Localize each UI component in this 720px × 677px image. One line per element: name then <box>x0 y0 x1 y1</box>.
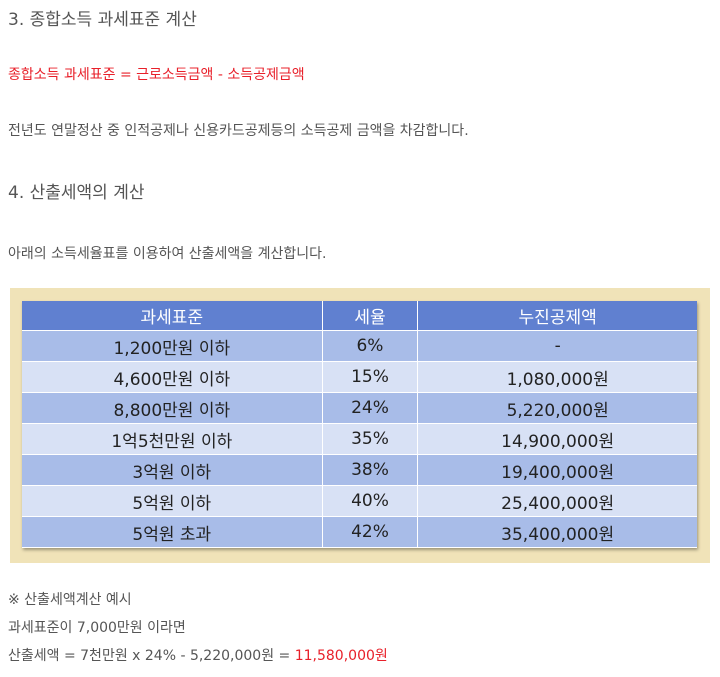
tax-rate-table: 과세표준 세율 누진공제액 1,200만원 이하 6% - 4,600만원 이하… <box>22 301 697 548</box>
cell-deduction: 5,220,000원 <box>418 393 697 424</box>
section4-heading: 4. 산출세액의 계산 <box>8 183 145 203</box>
cell-rate: 38% <box>322 455 419 486</box>
section3-formula: 종합소득 과세표준 = 근로소득금액 - 소득공제금액 <box>8 67 305 83</box>
table-row: 1,200만원 이하 6% - <box>22 331 697 362</box>
example-result: 11,580,000원 <box>294 648 388 664</box>
table-row: 4,600만원 이하 15% 1,080,000원 <box>22 362 697 393</box>
header-deduction: 누진공제액 <box>418 301 697 331</box>
cell-deduction: 25,400,000원 <box>418 486 697 517</box>
table-row: 3억원 이하 38% 19,400,000원 <box>22 455 697 486</box>
cell-rate: 42% <box>322 517 419 548</box>
cell-tax-base: 4,600만원 이하 <box>22 362 323 393</box>
table-header-row: 과세표준 세율 누진공제액 <box>22 301 697 331</box>
cell-tax-base: 1,200만원 이하 <box>22 331 323 362</box>
header-tax-base: 과세표준 <box>22 301 323 331</box>
example-title: ※ 산출세액계산 예시 <box>8 592 132 608</box>
cell-tax-base: 5억원 이하 <box>22 486 323 517</box>
tax-table-frame: 과세표준 세율 누진공제액 1,200만원 이하 6% - 4,600만원 이하… <box>10 288 710 563</box>
cell-deduction: 14,900,000원 <box>418 424 697 455</box>
cell-tax-base: 1억5천만원 이하 <box>22 424 323 455</box>
cell-rate: 6% <box>322 331 419 362</box>
cell-deduction: 19,400,000원 <box>418 455 697 486</box>
table-row: 5억원 초과 42% 35,400,000원 <box>22 517 697 548</box>
cell-tax-base: 8,800만원 이하 <box>22 393 323 424</box>
table-row: 5억원 이하 40% 25,400,000원 <box>22 486 697 517</box>
cell-rate: 35% <box>322 424 419 455</box>
section3-heading: 3. 종합소득 과세표준 계산 <box>8 10 197 30</box>
cell-deduction: 35,400,000원 <box>418 517 697 548</box>
section4-description: 아래의 소득세율표를 이용하여 산출세액을 계산합니다. <box>8 246 327 262</box>
cell-deduction: 1,080,000원 <box>418 362 697 393</box>
cell-rate: 15% <box>322 362 419 393</box>
table-row: 1억5천만원 이하 35% 14,900,000원 <box>22 424 697 455</box>
table-row: 8,800만원 이하 24% 5,220,000원 <box>22 393 697 424</box>
example-line2: 산출세액 = 7천만원 x 24% - 5,220,000원 = 11,580,… <box>8 645 388 665</box>
section3-description: 전년도 연말정산 중 인적공제나 신용카드공제등의 소득공제 금액을 차감합니다… <box>8 123 469 139</box>
example-line2-prefix: 산출세액 = 7천만원 x 24% - 5,220,000원 = <box>8 648 295 664</box>
cell-rate: 40% <box>322 486 419 517</box>
cell-tax-base: 5억원 초과 <box>22 517 323 548</box>
example-line1: 과세표준이 7,000만원 이라면 <box>8 620 186 636</box>
cell-rate: 24% <box>322 393 419 424</box>
cell-deduction: - <box>418 331 697 362</box>
header-rate: 세율 <box>322 301 419 331</box>
cell-tax-base: 3억원 이하 <box>22 455 323 486</box>
